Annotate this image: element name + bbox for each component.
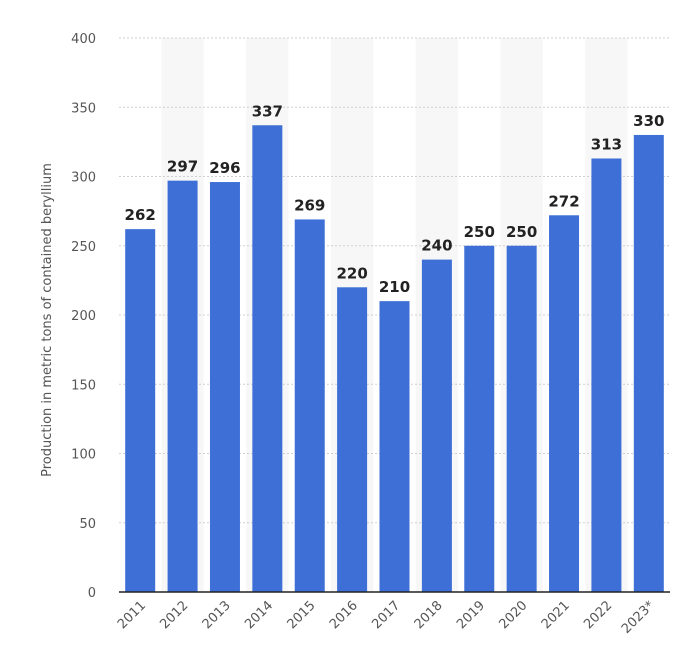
data-label-2023: 330 (633, 112, 664, 130)
y-tick-label-250: 250 (71, 240, 96, 255)
x-tick-label-2013: 2013 (200, 598, 234, 632)
data-label-2012: 297 (167, 158, 198, 176)
bar-2015 (294, 219, 325, 592)
x-tick-label-2021: 2021 (539, 598, 573, 632)
y-tick-label-300: 300 (71, 171, 96, 186)
x-tick-label-2022: 2022 (581, 598, 615, 632)
y-tick-label-350: 350 (71, 101, 96, 116)
x-tick-label-2014: 2014 (242, 598, 276, 632)
bar-2018 (421, 259, 452, 592)
data-label-2014: 337 (252, 102, 283, 120)
data-label-2013: 296 (209, 159, 240, 177)
bar-2017 (379, 301, 410, 592)
x-tick-label-2016: 2016 (327, 598, 361, 632)
bar-2022 (591, 158, 622, 592)
data-label-2016: 220 (336, 264, 367, 282)
bar-2013 (209, 182, 240, 593)
bar-2016 (337, 287, 368, 592)
data-labels: 262 297 296 337 269 220 210 240 250 250 272 313 330 (125, 102, 665, 296)
data-label-2021: 272 (548, 192, 579, 210)
x-tick-label-2019: 2019 (454, 598, 488, 632)
y-tick-label-50: 50 (79, 517, 96, 532)
y-tick-label-400: 400 (71, 32, 96, 47)
data-label-2018: 240 (421, 237, 452, 255)
x-tick-label-2017: 2017 (369, 598, 403, 632)
bar-2020 (506, 245, 537, 592)
y-tick-label-100: 100 (71, 448, 96, 463)
y-axis-ticks: 0 50 100 150 200 250 300 350 400 (71, 32, 96, 601)
y-tick-label-200: 200 (71, 309, 96, 324)
data-label-2015: 269 (294, 196, 325, 214)
bar-2011 (125, 229, 156, 592)
x-tick-label-2018: 2018 (412, 598, 446, 632)
data-label-2022: 313 (591, 135, 622, 153)
data-label-2011: 262 (125, 206, 156, 224)
bar-2019 (464, 245, 495, 592)
data-label-2017: 210 (379, 278, 410, 296)
x-tick-label-2015: 2015 (285, 598, 319, 632)
bars (125, 125, 664, 593)
x-tick-label-2011: 2011 (115, 598, 149, 632)
data-label-2019: 250 (464, 223, 495, 241)
y-tick-label-0: 0 (88, 586, 96, 601)
bar-2023 (633, 134, 664, 592)
y-axis-title: Production in metric tons of contained b… (40, 163, 55, 477)
x-axis-ticks: 2011 2012 2013 2014 2015 2016 2017 2018 2019 2020… (115, 598, 658, 637)
bar-2014 (252, 125, 283, 592)
x-tick-label-2023: 2023* (619, 598, 658, 637)
bar-2012 (167, 180, 198, 592)
bar-2021 (549, 215, 580, 592)
y-tick-label-150: 150 (71, 378, 96, 393)
x-tick-label-2012: 2012 (157, 598, 191, 632)
data-label-2020: 250 (506, 223, 537, 241)
x-tick-label-2020: 2020 (496, 598, 530, 632)
